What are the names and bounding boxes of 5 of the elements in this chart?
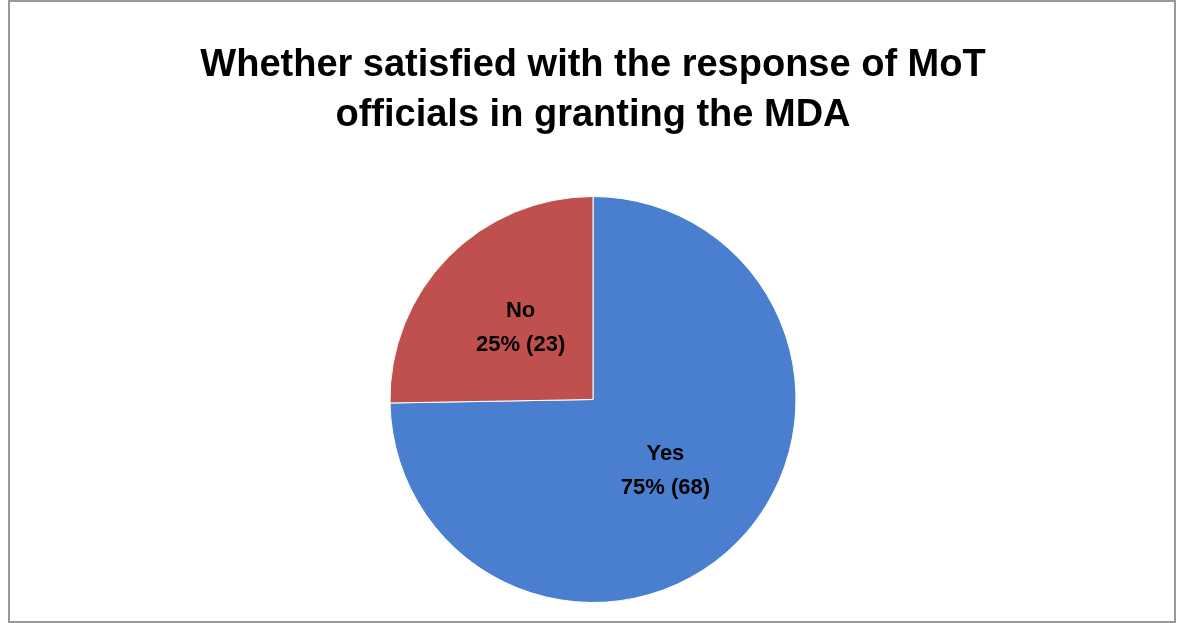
chart-title: Whether satisfied with the response of MoT officials in granting the MDA [199, 41, 987, 136]
data-label: 25% (23) [475, 331, 566, 357]
slice-label: Yes [646, 439, 685, 465]
data-label: 75% (68) [620, 473, 711, 499]
slice-label: No [505, 297, 536, 323]
